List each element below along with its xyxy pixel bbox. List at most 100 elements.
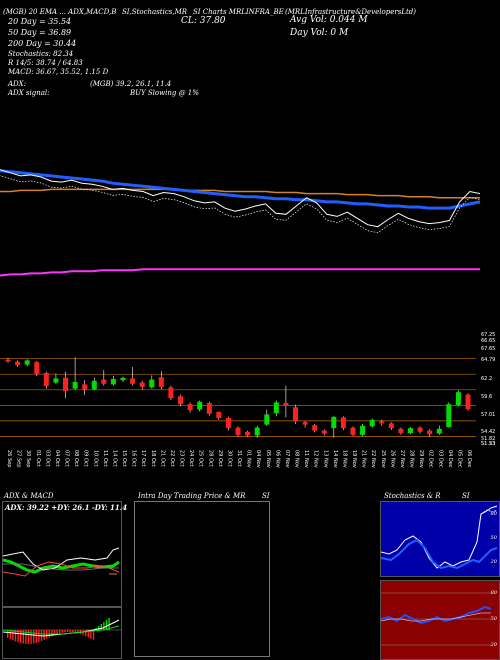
header-title-4: (MRLInfrastructure&DevelopersLtd): [285, 8, 416, 16]
date-label: 04 Nov: [255, 450, 261, 468]
candle-body: [436, 428, 442, 434]
date-label: 01 Nov: [246, 450, 252, 468]
date-label: 03 Oct: [44, 450, 50, 467]
candle-body: [149, 379, 155, 388]
macd-bar: [72, 630, 74, 633]
candle-body: [408, 428, 413, 433]
ema200-line: [0, 268, 480, 277]
candle-body: [72, 382, 78, 389]
candle-body: [273, 402, 279, 414]
macd-bar: [35, 630, 37, 643]
macd-bar: [59, 630, 61, 634]
stochastics-panel: 80 50 20: [380, 501, 500, 577]
macd-bar: [22, 630, 24, 644]
macd-bar: [108, 618, 110, 630]
header-title-2: SI,Stochastics,MR: [122, 8, 188, 16]
date-label: 30 Sep: [25, 450, 31, 467]
date-label: 18 Oct: [150, 450, 156, 467]
candle-body: [427, 430, 433, 435]
candle-body: [168, 387, 174, 399]
date-label: 11 Oct: [102, 450, 108, 467]
candle-body: [369, 419, 375, 427]
macd-bar: [56, 630, 58, 635]
candle-body: [82, 384, 88, 390]
candle-body: [245, 431, 251, 436]
date-label: 26 Nov: [389, 450, 395, 468]
date-label: 14 Nov: [332, 450, 338, 468]
date-label: 21 Oct: [159, 450, 165, 467]
date-label: 27 Sep: [16, 450, 22, 467]
macd-bar: [105, 620, 108, 630]
stochastics-readout: Stochastics: 82.34: [8, 50, 74, 58]
price-scale-label: 67.65: [481, 346, 495, 352]
stoch-si-label: SI: [462, 492, 470, 500]
candle-body: [158, 377, 164, 387]
date-label: 04 Oct: [54, 450, 60, 467]
macd-bar: [74, 630, 76, 633]
ema50-readout: 50 Day = 36.89: [8, 28, 72, 37]
r-readout: R 14/5: 38.74 / 64.83: [8, 59, 83, 67]
date-label: 03 Dec: [437, 450, 443, 468]
date-label: 27 Nov: [399, 450, 405, 468]
price-scale-label: 67.25: [481, 332, 495, 338]
candle-body: [187, 404, 193, 411]
candle-body: [139, 382, 145, 387]
macd-bar: [98, 626, 100, 630]
candle-body: [350, 427, 356, 435]
adx-lines: [3, 547, 120, 577]
price-scale-label: 51.23: [481, 441, 495, 447]
candle-body: [5, 359, 11, 362]
candle-body: [321, 430, 327, 434]
date-label: 07 Oct: [64, 450, 70, 467]
candle-body: [293, 407, 298, 422]
candle-body: [264, 414, 270, 425]
adx-signal: BUY Slowing @ 1%: [130, 89, 199, 97]
date-label: 11 Nov: [303, 450, 309, 468]
ema20-line: [0, 169, 481, 228]
date-label: 18 Nov: [341, 450, 347, 468]
macd-bar: [66, 630, 69, 632]
mrsi-panel: 80 50 20: [380, 580, 500, 660]
date-label: 25 Nov: [380, 450, 386, 468]
macd-bar: [20, 630, 22, 643]
candle-body: [178, 396, 183, 405]
candle-body: [388, 423, 394, 429]
candle-body: [225, 418, 231, 429]
candle-body: [331, 416, 337, 429]
candle-body: [455, 392, 461, 406]
candle-body: [254, 427, 260, 436]
macd-bar: [82, 630, 84, 636]
candle-body: [446, 404, 452, 427]
intraday-si-label: SI: [262, 492, 270, 500]
macd-bar: [85, 630, 87, 637]
date-label: 02 Dec: [428, 450, 434, 468]
macd-bar: [9, 630, 11, 640]
candle-body: [130, 378, 136, 384]
macd-bar: [64, 630, 66, 633]
candle-body: [398, 428, 404, 433]
price-scale-label: 51.82: [481, 436, 495, 442]
macd-bar: [100, 624, 102, 630]
header-title-3: SI Charts MRLINFRA_BE: [193, 8, 284, 16]
date-label: 31 Oct: [236, 450, 242, 467]
candle-body: [302, 422, 308, 425]
macd-bar: [14, 630, 17, 642]
candle-body: [63, 377, 68, 391]
adx-label: ADX:: [8, 80, 27, 88]
mrsi-scale-50: 50: [490, 616, 497, 622]
header-title-1: (MGB) 20 EMA ... ADX,MACD,B: [3, 8, 117, 16]
price-scale-label: 54.42: [481, 429, 495, 435]
macd-bar: [61, 630, 63, 633]
candle-body: [340, 417, 346, 429]
stoch-lines: [381, 505, 498, 570]
signal-line: [3, 625, 120, 635]
candle-body: [34, 362, 40, 375]
ema50-line: [0, 169, 481, 210]
price-scale-label: 62.2: [481, 376, 492, 382]
date-label: 19 Nov: [351, 450, 357, 468]
macd-bar: [7, 630, 9, 638]
mrsi-scale-20: 20: [490, 642, 497, 648]
adx-panel: ADX: 39.22 +DY: 26.1 -DY: 11.4: [2, 501, 127, 607]
macd-bar: [87, 630, 89, 638]
candle-body: [283, 403, 289, 406]
